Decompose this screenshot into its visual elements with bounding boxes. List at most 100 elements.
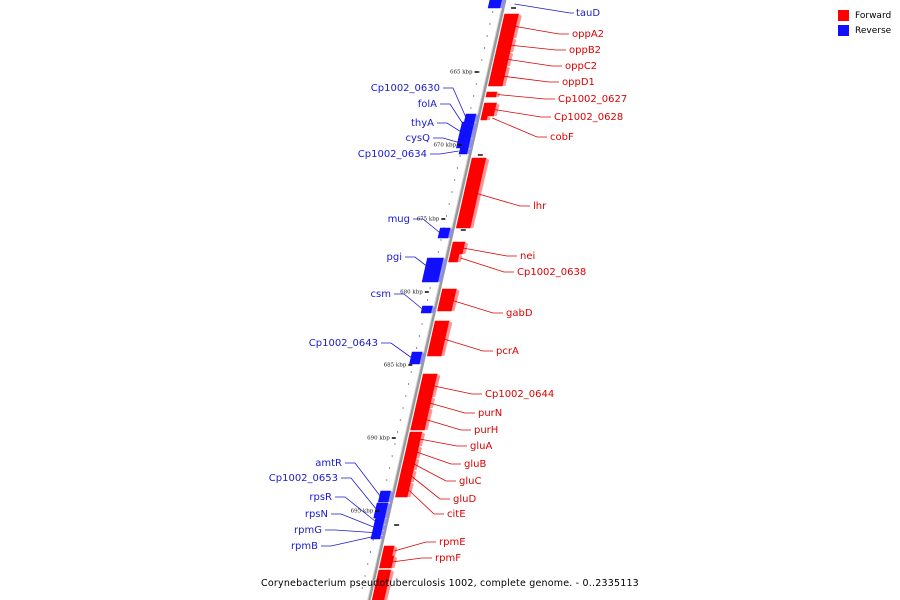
gene-label-mug: mug <box>388 214 410 225</box>
gene-rpmb <box>370 534 382 540</box>
gene-purn-shade <box>429 397 436 408</box>
leader-cysq <box>433 137 461 144</box>
gene-label-purn: purN <box>478 408 502 419</box>
leader-cp1002-0627 <box>497 94 555 100</box>
gene-label-gabd: gabD <box>506 308 533 319</box>
leader-lhr <box>475 192 530 207</box>
leader-cp1002-0638 <box>460 257 514 273</box>
leader-rpmb <box>321 536 372 547</box>
gene-cobf <box>480 115 488 121</box>
gene-labels: oppA2 oppB2 oppC2 oppD1 Cp1002_0627 Cp1002_06… <box>269 8 627 564</box>
gene-features <box>370 0 522 600</box>
leader-gabd <box>450 299 503 314</box>
gene-label-lhr: lhr <box>533 201 547 212</box>
leader-oppc2 <box>505 58 562 67</box>
gene-label-rpmf: rpmF <box>435 553 461 564</box>
leader-amtr <box>345 462 381 497</box>
gene-pcra-shade <box>441 321 453 356</box>
gene-oppd1-shade <box>502 66 510 86</box>
gene-label-cp1002-0638: Cp1002_0638 <box>517 267 586 278</box>
gene-glud-shade <box>410 470 417 482</box>
gene-cysq-shade <box>468 138 474 148</box>
gene-thya-shade <box>470 128 476 138</box>
gene-amtr-shade <box>388 491 394 502</box>
gene-cp1002-0634-shade <box>467 148 472 154</box>
leader-glub <box>416 451 461 465</box>
gene-label-cite: citE <box>447 509 466 520</box>
gene-rpsn-shade <box>382 524 387 530</box>
genome-backbone-highlight <box>367 0 504 600</box>
gene-fola-shade <box>472 122 478 130</box>
gene-unlabeled-forward-shade <box>384 570 394 600</box>
label-leaders <box>321 3 574 563</box>
gene-oppa2-shade <box>513 14 522 38</box>
leader-purh <box>423 418 471 431</box>
gene-lhr-shade <box>470 158 490 228</box>
leader-nei <box>462 247 517 257</box>
leader-glud <box>410 475 450 500</box>
gene-cp1002-0643-shade <box>419 352 426 364</box>
gene-label-cp1002-0644: Cp1002_0644 <box>485 389 554 400</box>
leader-rpsr <box>335 496 376 522</box>
gene-cp1002-0643 <box>409 351 423 365</box>
gene-cobf-shade <box>486 116 491 120</box>
leader-glua <box>419 438 467 447</box>
gene-label-gluc: gluC <box>459 476 481 487</box>
leader-taud <box>514 3 574 14</box>
kbp-label: 665 kbp <box>450 70 473 76</box>
legend: Forward Reverse <box>838 8 891 38</box>
kbp-markers: 665 kbp 670 kbp 675 kbp 680 kbp 685 kbp 690 k… <box>351 70 479 515</box>
leader-rpme <box>394 541 436 552</box>
leader-pgi <box>405 256 433 271</box>
gene-label-thya: thyA <box>411 118 434 129</box>
gene-label-oppd1: oppD1 <box>562 77 595 88</box>
gene-label-purh: purH <box>474 425 498 436</box>
gene-cp1002-0638 <box>448 253 460 263</box>
kbp-label: 690 kbp <box>367 436 390 442</box>
leader-cp1002-0643 <box>381 342 413 359</box>
legend-item-forward: Forward <box>838 8 891 23</box>
gene-label-cp1002-0630: Cp1002_0630 <box>371 83 440 94</box>
leader-rpsn <box>331 513 374 528</box>
gene-gabd-shade <box>451 289 460 311</box>
gene-thya <box>458 127 474 139</box>
legend-swatch-forward <box>838 10 849 21</box>
gene-label-glua: gluA <box>470 441 492 452</box>
gene-label-cp1002-0627: Cp1002_0627 <box>558 94 627 105</box>
leader-fola <box>440 103 465 127</box>
gene-purh-shade <box>424 408 433 430</box>
legend-swatch-reverse <box>838 25 849 36</box>
leader-cp1002-0653 <box>341 477 378 511</box>
gene-gluc-shade <box>413 458 420 470</box>
leader-cite <box>407 489 444 515</box>
gene-label-cp1002-0653: Cp1002_0653 <box>269 473 338 484</box>
gene-oppc2-shade <box>506 52 514 66</box>
leader-thya <box>437 122 464 134</box>
gene-taud-shade <box>500 0 506 8</box>
gene-glub-shade <box>416 446 422 458</box>
kbp-label: 670 kbp <box>433 143 456 149</box>
gene-label-nei: nei <box>520 251 535 262</box>
gene-rpmg-shade <box>380 530 385 535</box>
gene-cysq <box>456 137 471 149</box>
gene-label-pgi: pgi <box>387 252 402 263</box>
gene-rpsr-shade <box>383 518 388 524</box>
leader-pcra <box>442 338 493 352</box>
gene-cp1002-0630-shade <box>474 114 480 122</box>
gene-label-rpme: rpmE <box>439 537 466 548</box>
gene-cp1002-0644-shade <box>432 374 441 397</box>
kbp-label: 675 kbp <box>417 217 440 223</box>
gene-rpmb-shade <box>379 535 384 539</box>
leader-cobf <box>492 117 547 138</box>
gene-label-rpsr: rpsR <box>309 492 332 503</box>
leader-csm <box>394 293 424 310</box>
gene-label-cp1002-0634: Cp1002_0634 <box>358 149 427 160</box>
leader-cp1002-0634 <box>430 150 459 155</box>
gene-csm-shade <box>431 306 436 313</box>
gene-label-oppc2: oppC2 <box>565 61 597 72</box>
gene-rpsr <box>373 517 386 525</box>
leader-gluc <box>413 463 456 482</box>
gene-label-rpmg: rpmG <box>294 525 322 536</box>
gene-label-rpmb: rpmB <box>291 541 318 552</box>
